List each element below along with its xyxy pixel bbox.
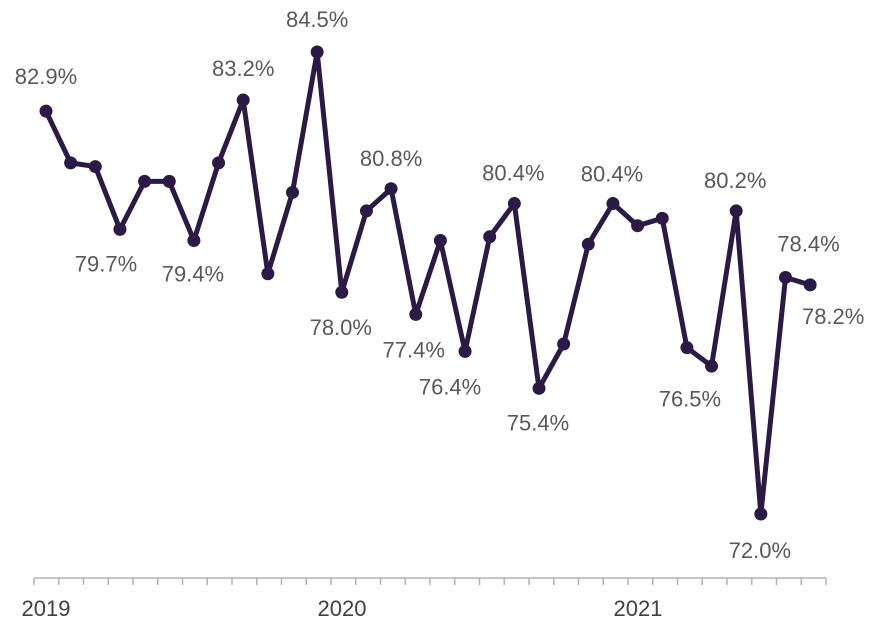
data-point [705, 359, 719, 373]
data-label: 78.0% [310, 315, 372, 340]
data-label: 84.5% [286, 7, 348, 32]
data-point [729, 204, 743, 218]
x-tick-labels: 2019 2020 2021 [22, 596, 663, 621]
x-tick-label: 2019 [22, 596, 71, 621]
data-point [581, 237, 595, 251]
data-label: 82.9% [15, 64, 77, 89]
data-labels: 82.9% 79.7% 79.4% 83.2% 84.5% 78.0% 80.8% 77.4%… [15, 7, 865, 563]
data-point [754, 507, 768, 521]
data-point [88, 160, 102, 174]
data-point [384, 182, 398, 196]
data-label: 80.8% [360, 146, 422, 171]
data-label: 80.4% [482, 161, 544, 186]
x-axis [33, 577, 827, 585]
data-point [310, 45, 324, 59]
data-point [483, 230, 497, 244]
data-label: 78.4% [777, 231, 839, 256]
data-point [286, 185, 299, 199]
data-point [236, 93, 250, 107]
data-label: 79.7% [75, 251, 137, 276]
data-label: 79.4% [162, 261, 224, 286]
data-point [138, 174, 152, 188]
data-point [680, 341, 694, 355]
data-point [779, 270, 792, 284]
data-point [335, 285, 349, 299]
data-point [557, 337, 571, 351]
data-point [162, 174, 176, 188]
data-label: 76.5% [659, 387, 721, 412]
x-tick-label: 2020 [318, 596, 367, 621]
data-point [409, 307, 423, 321]
data-point [507, 197, 521, 211]
data-point [655, 211, 669, 225]
data-label: 77.4% [383, 337, 445, 362]
data-point [113, 222, 127, 236]
series-line-layer [43, 49, 813, 517]
data-point [433, 233, 447, 247]
data-point [39, 104, 53, 118]
data-label: 80.2% [704, 168, 766, 193]
data-point [212, 156, 226, 170]
data-point [631, 219, 645, 233]
data-point [803, 278, 817, 292]
data-label: 78.2% [802, 304, 864, 329]
data-label: 75.4% [507, 410, 569, 435]
data-label: 76.4% [419, 374, 481, 399]
data-label: 72.0% [729, 538, 791, 563]
data-label: 80.4% [581, 162, 643, 187]
data-points [39, 45, 817, 521]
data-label: 83.2% [212, 56, 274, 81]
x-tick-label: 2021 [614, 596, 663, 621]
data-point [606, 197, 620, 211]
series-line [43, 49, 813, 517]
data-point [458, 344, 472, 358]
data-point [359, 204, 373, 218]
data-point [64, 156, 78, 170]
data-point [187, 233, 201, 247]
data-point [532, 381, 546, 395]
data-point [261, 267, 275, 281]
